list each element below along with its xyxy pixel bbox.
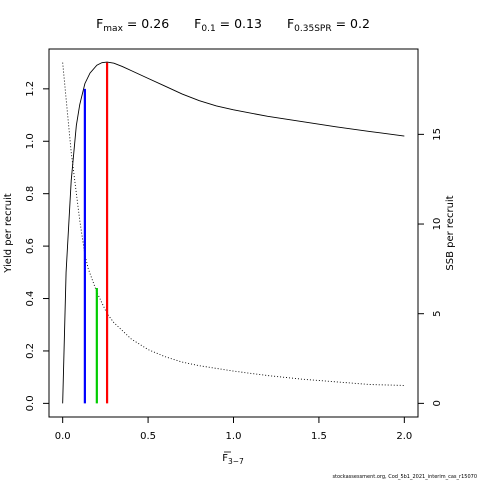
x-axis: 0.0 0.5 1.0 1.5 2.0 — [55, 416, 412, 442]
x-tick-label: 0.0 — [55, 431, 71, 442]
x-tick-label: 1.5 — [311, 431, 327, 442]
title-value: = 0.26 — [123, 16, 169, 31]
y-right-tick-label: 5 — [432, 311, 443, 317]
y-left-tick-label: 0.6 — [25, 238, 36, 254]
x-label-symbol: F — [222, 453, 228, 464]
x-tick-label: 2.0 — [396, 431, 412, 442]
title-value: = 0.13 — [216, 16, 262, 31]
y-left-tick-label: 0.8 — [25, 186, 36, 202]
series-group — [62, 61, 405, 404]
y-left-tick-label: 0.4 — [25, 291, 36, 307]
y-axis-right-label: SSB per recruit — [445, 195, 456, 270]
x-tick-label: 1.0 — [226, 431, 242, 442]
title-symbol: F — [194, 16, 201, 31]
y-right-tick-label: 15 — [432, 128, 443, 141]
title-value: = 0.2 — [332, 16, 370, 31]
plot-frame — [48, 48, 419, 418]
ssb-per-recruit-line — [62, 62, 405, 386]
chart-title: Fmax = 0.26 F0.1 = 0.13 F0.35SPR = 0.2 — [96, 16, 370, 34]
reference-lines — [83, 62, 109, 404]
title-subscript: 0.35SPR — [294, 24, 331, 34]
y-left-tick-label: 1.0 — [25, 133, 36, 149]
y-axis-right: 0 5 10 15 — [418, 128, 443, 407]
title-symbol: F — [287, 16, 294, 31]
title-symbol: F — [96, 16, 103, 31]
y-axis-left: 0.0 0.2 0.4 0.6 0.8 1.0 1.2 — [25, 81, 49, 411]
x-axis-label: F3−7 — [222, 453, 244, 466]
title-subscript: max — [103, 24, 123, 34]
y-axis-left-label: Yield per recruit — [3, 193, 14, 274]
y-left-tick-label: 0.0 — [25, 395, 36, 411]
y-left-tick-label: 1.2 — [25, 81, 36, 97]
y-right-tick-label: 10 — [432, 218, 443, 231]
y-right-tick-label: 0 — [432, 400, 443, 406]
yield-per-recruit-line — [62, 61, 405, 404]
x-tick-label: 0.5 — [140, 431, 156, 442]
footer-source-text: stockassessment.org, Cod_5b1_2021_interi… — [332, 474, 477, 480]
title-subscript: 0.1 — [201, 24, 215, 34]
y-left-tick-label: 0.2 — [25, 343, 36, 359]
x-label-subscript: 3−7 — [228, 457, 244, 466]
